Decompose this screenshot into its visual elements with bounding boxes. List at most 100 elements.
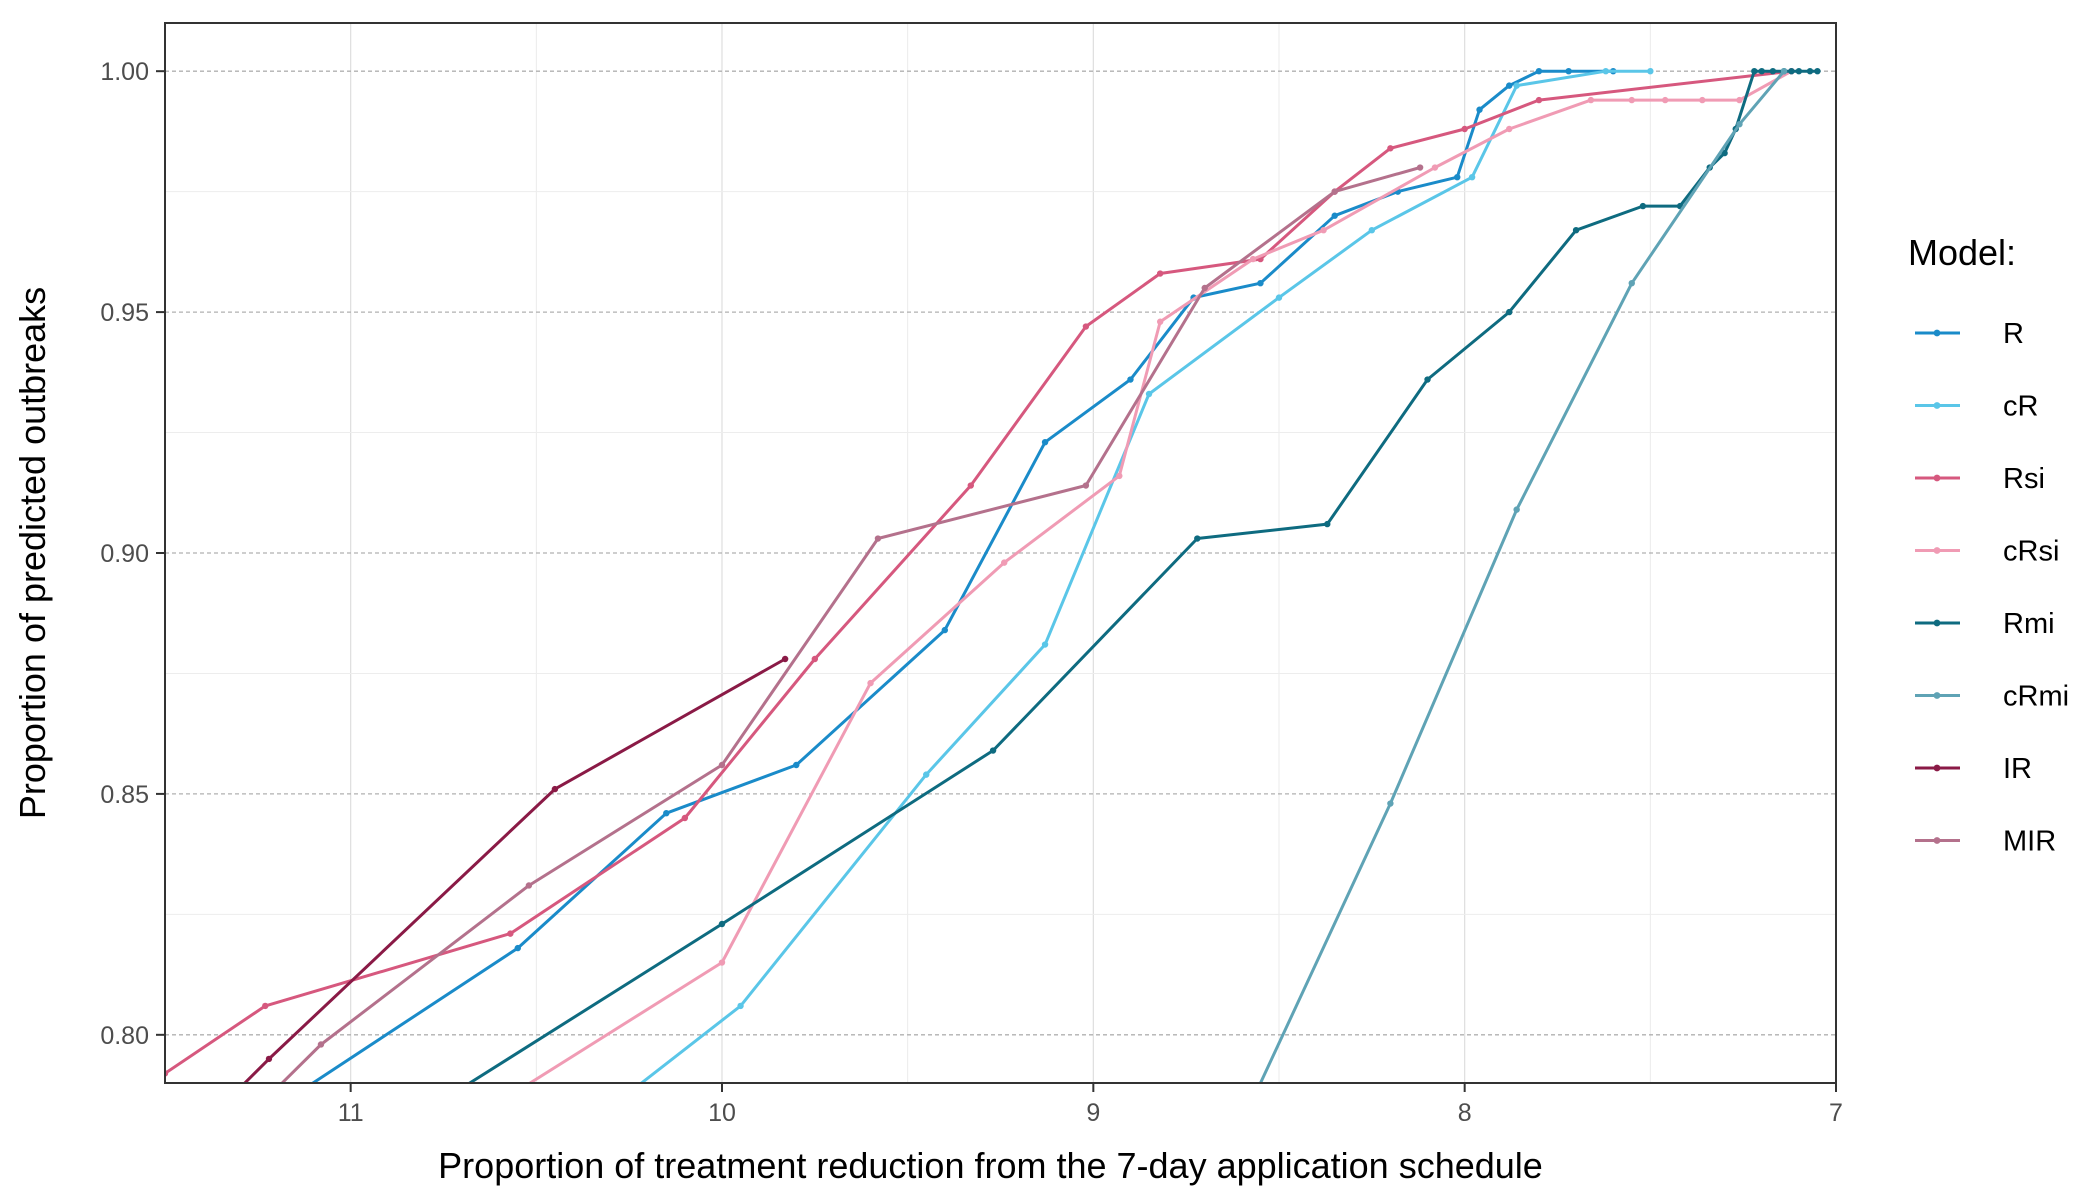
legend-item-rmi: Rmi <box>1915 608 2055 640</box>
data-point-ir <box>218 1104 224 1110</box>
data-point-cr <box>1513 82 1520 89</box>
data-point-ir <box>781 655 789 663</box>
series-line-rmi <box>467 69 1818 1083</box>
data-point-r <box>663 809 670 817</box>
data-point-rmi <box>1639 202 1647 210</box>
data-point-rsi <box>681 814 689 822</box>
data-point-rsi <box>1461 125 1468 133</box>
data-point-cr <box>1368 226 1376 234</box>
legend-item-mir: MIR <box>1915 826 2056 858</box>
data-point-crsi <box>1249 255 1257 263</box>
data-point-rmi <box>451 1089 457 1095</box>
series-line-r <box>310 69 1614 1083</box>
y-tick-label: 0.85 <box>100 781 149 809</box>
data-point-r <box>1041 438 1049 446</box>
x-tick-label: 9 <box>1086 1099 1100 1127</box>
series-rsi <box>165 67 1795 1077</box>
legend-item-crsi: cRsi <box>1915 536 2059 568</box>
data-point-crmi <box>1387 800 1394 807</box>
data-point-crsi <box>1661 96 1669 104</box>
x-tick-label: 10 <box>708 1099 736 1127</box>
y-tick-label: 1.00 <box>100 58 149 86</box>
data-point-rmi <box>1572 226 1580 234</box>
legend-label-ir: IR <box>2003 753 2032 785</box>
x-tick-label: 7 <box>1829 1099 1843 1127</box>
legend-key-point-mir <box>1933 837 1941 844</box>
data-point-cr <box>1468 173 1476 181</box>
legend-key-point-ir <box>1933 764 1941 772</box>
data-point-rsi <box>507 930 514 937</box>
data-point-mir <box>1331 188 1338 195</box>
data-point-r <box>1454 173 1461 181</box>
y-tick-label: 0.90 <box>100 540 149 568</box>
series-layer <box>165 67 1821 1110</box>
series-crsi <box>527 67 1795 1083</box>
data-point-crsi <box>1699 96 1706 104</box>
data-point-crsi <box>1116 472 1123 480</box>
data-point-ir <box>265 1055 273 1063</box>
data-point-cr <box>1602 67 1609 75</box>
legend-key-point-r <box>1933 329 1941 337</box>
data-point-crsi <box>1587 96 1595 104</box>
legend-label-rsi: Rsi <box>2003 463 2045 495</box>
series-ir <box>218 655 789 1110</box>
data-point-crmi <box>1513 506 1520 513</box>
y-tick-label: 0.80 <box>100 1022 149 1050</box>
data-point-mir <box>1201 284 1208 292</box>
data-point-r <box>1535 67 1543 75</box>
data-point-rsi <box>1535 96 1543 104</box>
data-point-rsi <box>1156 270 1164 277</box>
series-rmi <box>451 67 1821 1095</box>
data-point-ir <box>551 785 559 793</box>
data-point-crsi <box>1736 96 1743 104</box>
data-point-rsi <box>811 655 819 663</box>
data-point-cr <box>1145 390 1153 398</box>
data-point-mir <box>317 1041 325 1048</box>
legend: Model: RcR Rsi cRsi Rmi cRmi IR MIR <box>1908 232 2069 858</box>
data-point-rmi <box>1788 67 1795 75</box>
series-line-ir <box>242 657 786 1083</box>
data-point-rsi <box>967 482 974 489</box>
series-mir <box>279 164 1424 1083</box>
legend-key-point-rmi <box>1933 619 1941 627</box>
series-r <box>273 67 1617 1110</box>
legend-key-point-crmi <box>1933 692 1941 699</box>
data-point-mir <box>1082 482 1090 489</box>
data-point-r <box>941 626 948 634</box>
data-point-crsi <box>1506 125 1513 133</box>
data-point-crsi <box>1156 318 1164 325</box>
legend-item-cr: cR <box>1915 391 2038 423</box>
data-point-rmi <box>1751 67 1758 75</box>
data-point-r <box>793 761 800 769</box>
legend-item-rsi: Rsi <box>1915 463 2045 495</box>
data-point-rmi <box>1424 376 1431 383</box>
data-point-mir <box>1416 164 1424 171</box>
data-point-rsi <box>262 1002 269 1010</box>
data-point-r <box>514 944 521 952</box>
data-point-rmi <box>1806 67 1814 75</box>
data-point-crsi <box>1628 96 1635 104</box>
data-point-rmi <box>1721 149 1728 157</box>
series-line-rsi <box>165 69 1792 1075</box>
y-axis-title: Proportion of predicted outbreaks <box>12 287 53 819</box>
series-line-mir <box>279 166 1421 1083</box>
x-tick-label: 8 <box>1458 1099 1472 1127</box>
data-point-r <box>273 1104 279 1110</box>
data-point-rmi <box>1324 520 1331 528</box>
data-point-crmi <box>1736 120 1743 128</box>
data-point-crmi <box>1628 279 1635 287</box>
legend-key-point-cr <box>1933 402 1941 409</box>
y-tick-label: 0.95 <box>100 299 149 327</box>
series-crmi <box>1258 67 1788 1083</box>
data-point-cr <box>1041 641 1049 648</box>
data-point-cr <box>923 771 930 778</box>
data-point-cr <box>1275 294 1283 301</box>
data-point-r <box>1476 106 1483 113</box>
data-point-rsi <box>1387 145 1394 152</box>
legend-label-rmi: Rmi <box>2003 608 2055 640</box>
data-point-rmi <box>1814 67 1821 75</box>
x-axis-title: Proportion of treatment reduction from t… <box>438 1145 1543 1186</box>
data-point-cr <box>607 1104 613 1110</box>
data-point-r <box>1565 67 1572 75</box>
